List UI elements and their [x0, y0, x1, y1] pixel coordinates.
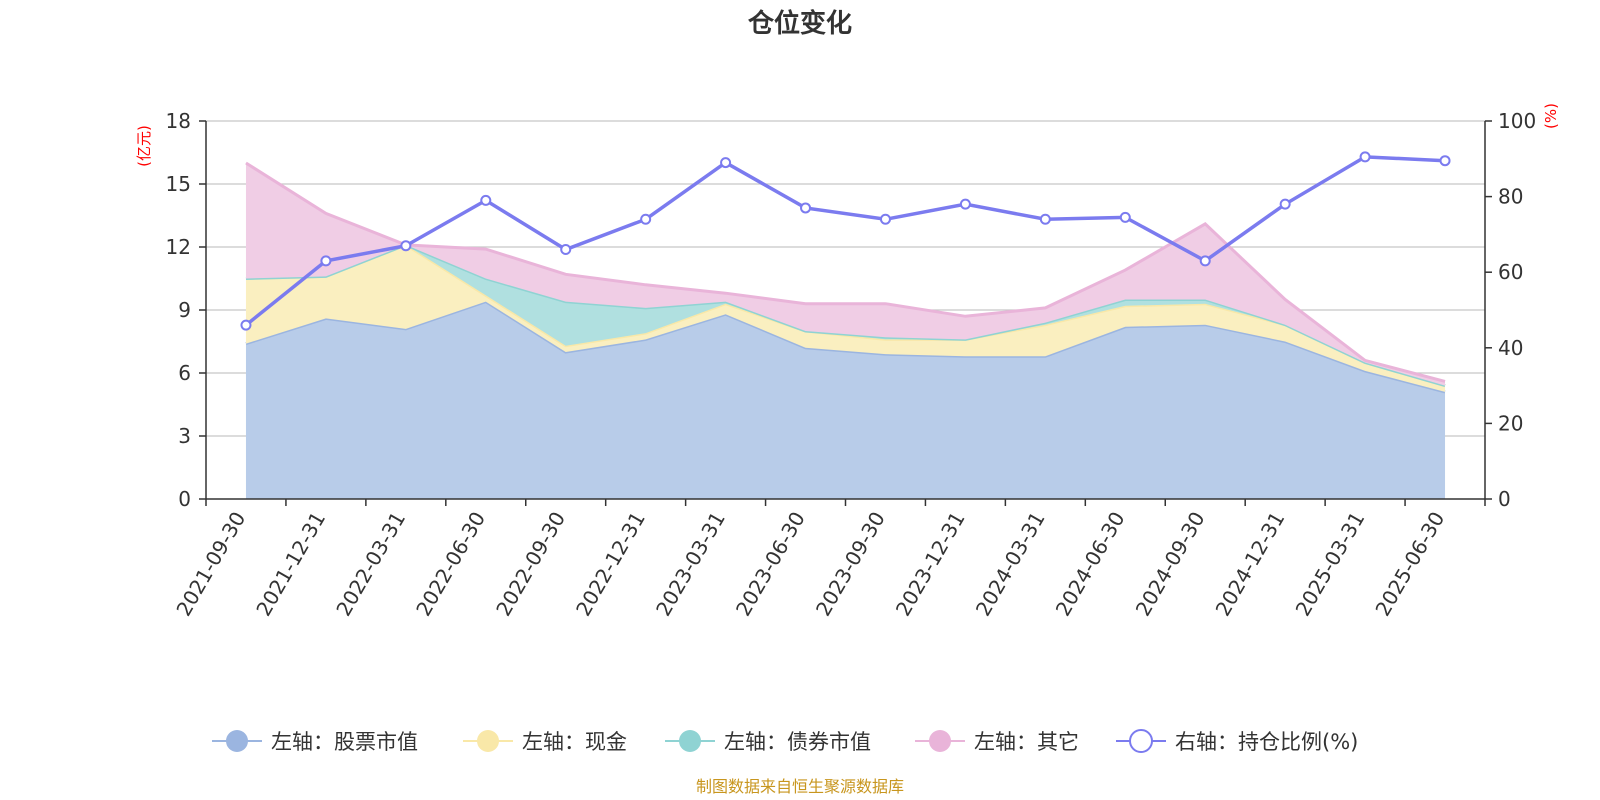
ratio-point: [959, 198, 971, 210]
x-tick-label: 2024-09-30: [1131, 508, 1210, 621]
x-tick-label: 2025-03-31: [1291, 508, 1370, 621]
ratio-point: [400, 240, 412, 252]
left-tick-label: 0: [178, 487, 191, 511]
ratio-point: [640, 213, 652, 225]
legend-item-4[interactable]: 右轴：持仓比例(%): [1116, 729, 1358, 754]
right-tick-label: 100: [1498, 109, 1536, 133]
ratio-point: [560, 244, 572, 256]
right-axis-unit: (%): [1542, 103, 1560, 129]
left-tick-label: 9: [178, 298, 191, 322]
right-tick-label: 80: [1498, 185, 1523, 209]
stacked-areas: [245, 161, 1446, 499]
ratio-point: [480, 194, 492, 206]
ratio-point: [1119, 211, 1131, 223]
legend-item-2[interactable]: 左轴：债券市值: [665, 730, 871, 754]
legend-label: 左轴：债券市值: [724, 730, 871, 754]
legend-label: 右轴：持仓比例(%): [1175, 730, 1358, 754]
legend-item-0[interactable]: 左轴：股票市值: [212, 730, 418, 754]
right-tick-label: 60: [1498, 260, 1523, 284]
ratio-point: [1439, 155, 1451, 167]
ratio-point: [879, 213, 891, 225]
right-tick-label: 0: [1498, 487, 1511, 511]
ratio-point: [1039, 213, 1051, 225]
x-tick-label: 2022-03-31: [331, 508, 410, 621]
ratio-point: [800, 202, 812, 214]
legend[interactable]: 左轴：股票市值 左轴：现金 左轴：债券市值 左轴：其它 右轴：持仓比例(%): [212, 729, 1358, 754]
legend-marker: [477, 730, 499, 752]
ratio-line-path: [244, 155, 1446, 327]
legend-label: 左轴：其它: [974, 730, 1079, 754]
left-tick-label: 12: [166, 235, 191, 259]
x-tick-label: 2021-09-30: [171, 508, 250, 621]
right-tick-label: 20: [1498, 411, 1523, 435]
left-tick-label: 15: [166, 172, 191, 196]
legend-marker: [1129, 729, 1153, 753]
x-tick-label: 2024-12-31: [1211, 508, 1290, 621]
x-tick-label: 2022-12-31: [571, 508, 650, 621]
x-tick-label: 2022-06-30: [411, 508, 490, 621]
legend-marker: [929, 730, 951, 752]
x-tick-label: 2023-03-31: [651, 508, 730, 621]
legend-item-1[interactable]: 左轴：现金: [463, 730, 627, 754]
holding-ratio-line: [240, 151, 1451, 331]
left-axis-unit: (亿元): [135, 125, 153, 167]
x-tick-label: 2023-12-31: [891, 508, 970, 621]
x-tick-label: 2024-03-31: [971, 508, 1050, 621]
legend-item-3[interactable]: 左轴：其它: [915, 730, 1079, 754]
ratio-point: [1199, 255, 1211, 267]
x-tick-label: 2021-12-31: [251, 508, 330, 621]
ratio-point: [720, 157, 732, 169]
x-tick-label: 2025-06-30: [1370, 508, 1449, 621]
left-tick-label: 18: [166, 109, 191, 133]
legend-marker: [679, 730, 701, 752]
chart-title: 仓位变化: [747, 8, 852, 39]
area-3: [245, 163, 1446, 386]
ratio-point: [1279, 198, 1291, 210]
area-1: [245, 244, 1446, 392]
x-tick-label: 2023-06-30: [731, 508, 810, 621]
source-note: 制图数据来自恒生聚源数据库: [696, 777, 904, 796]
ratio-point: [1359, 151, 1371, 163]
legend-label: 左轴：股票市值: [271, 730, 418, 754]
ratio-point: [240, 319, 252, 331]
x-tick-label: 2022-09-30: [491, 508, 570, 621]
right-tick-label: 40: [1498, 336, 1523, 360]
left-tick-label: 3: [178, 424, 191, 448]
x-tick-label: 2023-09-30: [811, 508, 890, 621]
legend-marker: [226, 730, 248, 752]
ratio-point: [320, 255, 332, 267]
x-tick-label: 2024-06-30: [1051, 508, 1130, 621]
area-edge-3: [245, 161, 1446, 383]
area-0: [245, 301, 1446, 499]
legend-label: 左轴：现金: [522, 730, 627, 754]
left-tick-label: 6: [178, 361, 191, 385]
